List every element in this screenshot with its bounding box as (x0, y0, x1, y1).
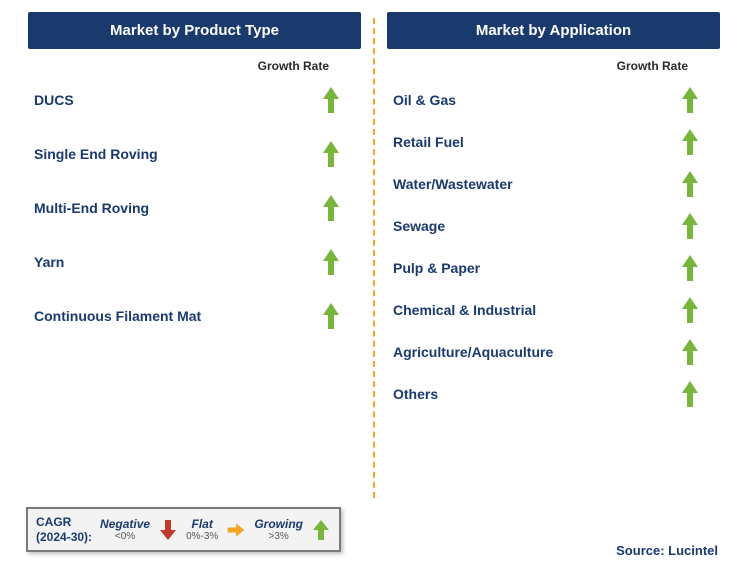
legend-title: CAGR (2024-30): (36, 515, 92, 544)
item-label: Single End Roving (34, 146, 158, 162)
left-growth-label: Growth Rate (28, 49, 361, 79)
source-label: Source: Lucintel (616, 543, 718, 558)
arrow-down-icon (158, 517, 178, 543)
legend-negative: Negative <0% (100, 517, 150, 542)
legend-neg-label: Negative (100, 517, 150, 531)
left-items: DUCS Single End Roving Multi-End Roving Yar… (28, 79, 361, 333)
legend-title-2: (2024-30): (36, 530, 92, 544)
item-label: Pulp & Paper (393, 260, 480, 276)
list-item: DUCS (28, 83, 361, 117)
arrow-up-icon (321, 85, 341, 115)
legend-flat-label: Flat (192, 517, 213, 531)
right-header: Market by Application (387, 12, 720, 49)
item-label: Yarn (34, 254, 64, 270)
list-item: Water/Wastewater (387, 167, 720, 201)
list-item: Continuous Filament Mat (28, 299, 361, 333)
arrow-up-icon (321, 247, 341, 277)
legend-neg-sub: <0% (115, 531, 135, 542)
arrow-up-icon (680, 169, 700, 199)
columns-container: Market by Product Type Growth Rate DUCS S… (16, 12, 732, 512)
list-item: Multi-End Roving (28, 191, 361, 225)
arrow-up-icon (680, 211, 700, 241)
list-item: Sewage (387, 209, 720, 243)
arrow-up-icon (311, 517, 331, 543)
item-label: Oil & Gas (393, 92, 456, 108)
list-item: Chemical & Industrial (387, 293, 720, 327)
arrow-up-icon (680, 337, 700, 367)
item-label: Continuous Filament Mat (34, 308, 201, 324)
arrow-up-icon (321, 139, 341, 169)
item-label: Multi-End Roving (34, 200, 149, 216)
arrow-up-icon (321, 301, 341, 331)
list-item: Single End Roving (28, 137, 361, 171)
legend-grow-sub: >3% (269, 531, 289, 542)
legend-box: CAGR (2024-30): Negative <0% Flat 0%-3% … (26, 507, 341, 552)
item-label: DUCS (34, 92, 74, 108)
legend-flat: Flat 0%-3% (186, 517, 218, 542)
item-label: Retail Fuel (393, 134, 464, 150)
arrow-right-icon (226, 517, 246, 543)
arrow-up-icon (321, 193, 341, 223)
item-label: Sewage (393, 218, 445, 234)
left-header: Market by Product Type (28, 12, 361, 49)
item-label: Others (393, 386, 438, 402)
list-item: Yarn (28, 245, 361, 279)
arrow-up-icon (680, 127, 700, 157)
arrow-up-icon (680, 253, 700, 283)
arrow-up-icon (680, 85, 700, 115)
right-growth-label: Growth Rate (387, 49, 720, 79)
list-item: Oil & Gas (387, 83, 720, 117)
legend-title-1: CAGR (36, 515, 71, 529)
item-label: Agriculture/Aquaculture (393, 344, 553, 360)
list-item: Others (387, 377, 720, 411)
right-column: Market by Application Growth Rate Oil & … (375, 12, 732, 512)
arrow-up-icon (680, 379, 700, 409)
item-label: Chemical & Industrial (393, 302, 536, 318)
legend-grow-label: Growing (254, 517, 303, 531)
item-label: Water/Wastewater (393, 176, 513, 192)
right-items: Oil & Gas Retail Fuel Water/Wastewater Sewa… (387, 79, 720, 411)
list-item: Agriculture/Aquaculture (387, 335, 720, 369)
left-column: Market by Product Type Growth Rate DUCS S… (16, 12, 373, 512)
arrow-up-icon (680, 295, 700, 325)
legend-flat-sub: 0%-3% (186, 531, 218, 542)
list-item: Pulp & Paper (387, 251, 720, 285)
list-item: Retail Fuel (387, 125, 720, 159)
legend-growing: Growing >3% (254, 517, 303, 542)
